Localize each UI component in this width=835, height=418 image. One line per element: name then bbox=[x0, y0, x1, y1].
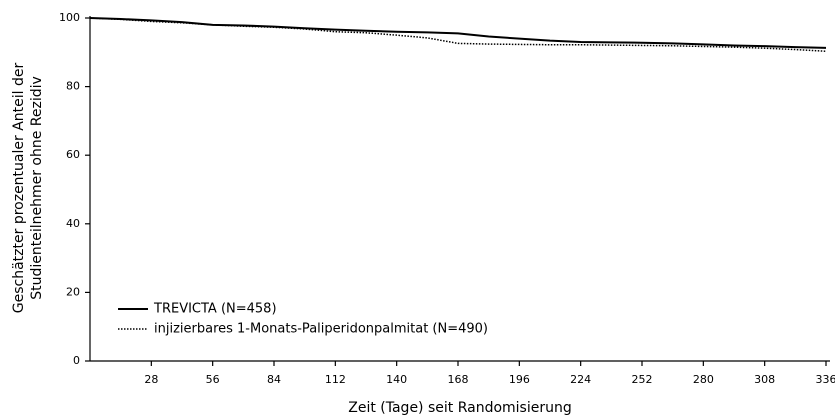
x-tick-label: 196 bbox=[509, 373, 530, 386]
km-curve bbox=[89, 17, 827, 49]
x-tick-label: 140 bbox=[386, 373, 407, 386]
km-curve bbox=[89, 17, 827, 53]
x-tick-label: 224 bbox=[570, 373, 591, 386]
x-tick-label: 84 bbox=[267, 373, 281, 386]
y-axis-label: Geschätzter prozentualer Anteil der bbox=[11, 63, 27, 314]
x-tick-label: 280 bbox=[693, 373, 714, 386]
legend-label: injizierbares 1-Monats-Paliperidonpalmit… bbox=[154, 322, 488, 337]
x-tick-label: 28 bbox=[144, 373, 158, 386]
y-tick-label: 80 bbox=[66, 80, 80, 93]
y-axis-label: Studienteilnehmer ohne Rezidiv bbox=[29, 76, 45, 300]
y-tick-label: 100 bbox=[59, 11, 80, 24]
x-tick-label: 252 bbox=[632, 373, 653, 386]
y-tick-label: 60 bbox=[66, 148, 80, 161]
x-tick-label: 308 bbox=[754, 373, 775, 386]
x-tick-label: 56 bbox=[206, 373, 220, 386]
y-tick-label: 20 bbox=[66, 285, 80, 298]
x-tick-label: 336 bbox=[816, 373, 835, 386]
y-tick-label: 40 bbox=[66, 217, 80, 230]
x-tick-label: 168 bbox=[448, 373, 469, 386]
y-tick-label: 0 bbox=[73, 354, 80, 367]
x-axis-label: Zeit (Tage) seit Randomisierung bbox=[348, 400, 572, 416]
legend-label: TREVICTA (N=458) bbox=[153, 302, 277, 317]
x-tick-label: 112 bbox=[325, 373, 346, 386]
